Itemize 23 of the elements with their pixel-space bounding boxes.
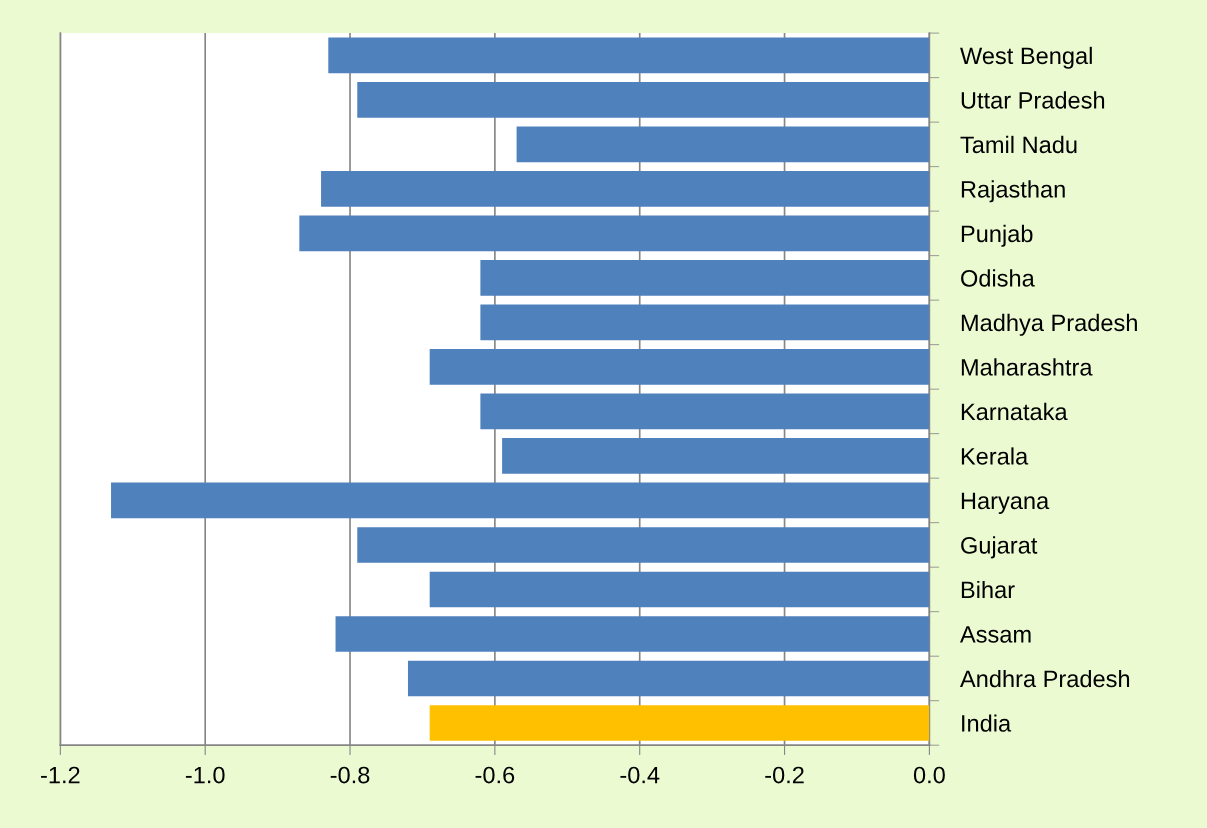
y-tick-label: Assam: [959, 626, 1031, 643]
x-tick-label: -0.6: [475, 766, 515, 784]
y-tick-label: Madhya Pradesh: [961, 313, 1137, 336]
y-tick-label: Tamil Nadu: [960, 135, 1077, 154]
y-tick-label: West Bengal: [960, 46, 1092, 69]
y-tick-label: Gujarat: [961, 536, 1038, 559]
y-tick-label: Rajasthan: [961, 180, 1065, 203]
x-tick-label: -1.2: [41, 766, 80, 784]
x-tick-label: -0.8: [330, 766, 370, 784]
y-tick-label: Punjab: [961, 224, 1033, 247]
x-tick-label: -1.0: [185, 766, 225, 784]
y-tick-label: Andhra Pradesh: [959, 669, 1130, 688]
y-tick-label: Karnataka: [961, 402, 1068, 421]
y-tick-label: Uttar Pradesh: [961, 91, 1105, 109]
y-tick-label: Bihar: [961, 580, 1015, 599]
y-tick-label: Kerala: [961, 447, 1029, 465]
x-tick-label: 0.0: [913, 766, 945, 784]
x-tick-label: -0.2: [765, 766, 804, 784]
x-tick-label: -0.4: [620, 766, 660, 784]
y-tick-label: Maharashtra: [961, 358, 1093, 376]
y-tick-label: Odisha: [961, 269, 1035, 287]
y-tick-label: Haryana: [961, 492, 1050, 514]
y-tick-label: India: [962, 714, 1012, 732]
